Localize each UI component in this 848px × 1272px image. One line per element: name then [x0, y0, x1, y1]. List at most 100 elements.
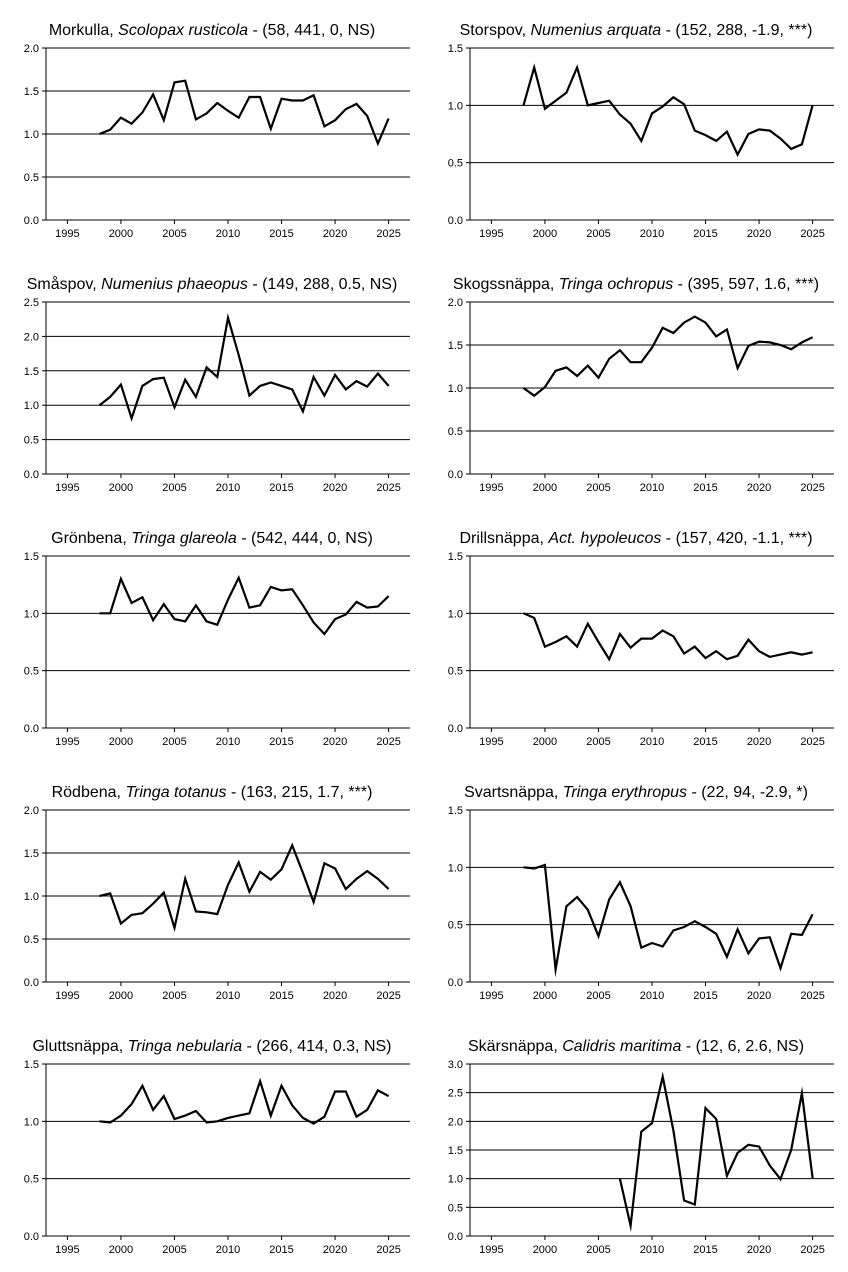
x-tick-label: 2025 [800, 1244, 824, 1256]
species-common-name: Gluttsnäppa [32, 1038, 119, 1055]
x-tick-label: 2005 [586, 228, 610, 240]
data-point [163, 377, 165, 379]
data-point [216, 1120, 218, 1122]
data-point [790, 651, 792, 653]
data-point [790, 148, 792, 150]
data-point [355, 103, 357, 105]
data-point [533, 867, 535, 869]
data-point [131, 1103, 133, 1105]
data-point [345, 108, 347, 110]
data-point [355, 878, 357, 880]
x-tick-label: 1995 [479, 990, 503, 1002]
y-tick-label: 2.0 [448, 1116, 463, 1128]
chart-title: Gluttsnäppa, Tringa nebularia - (266, 41… [32, 1038, 392, 1055]
x-tick-label: 2015 [269, 1244, 293, 1256]
y-tick-label: 2.5 [448, 1088, 463, 1100]
x-tick-label: 2000 [109, 990, 133, 1002]
data-point [640, 140, 642, 142]
data-point [544, 864, 546, 866]
y-tick-label: 0.0 [24, 977, 39, 989]
data-point [523, 387, 525, 389]
data-point [576, 375, 578, 377]
data-point [715, 335, 717, 337]
data-point [248, 607, 250, 609]
series-line [99, 574, 390, 636]
y-tick-label: 2.0 [24, 43, 39, 55]
data-point [683, 926, 685, 928]
y-tick-label: 1.5 [448, 551, 463, 563]
chart-title: Svartsnäppa, Tringa erythropus - (22, 94… [464, 784, 808, 801]
data-point [238, 1115, 240, 1117]
data-point [683, 103, 685, 105]
data-point [640, 638, 642, 640]
data-point [302, 604, 304, 606]
data-point [120, 1115, 122, 1117]
y-tick-label: 1.5 [448, 805, 463, 817]
data-point [790, 1149, 792, 1151]
data-point [131, 417, 133, 419]
y-tick-label: 1.5 [448, 43, 463, 55]
plot-area: 0.0 0.5 1.0 1.5 1995 2000 2005 2010 2015 2020 2025 [24, 551, 410, 748]
data-point [640, 361, 642, 363]
data-point [355, 601, 357, 603]
x-tick-label: 2020 [323, 990, 347, 1002]
data-point [758, 341, 760, 343]
data-point [576, 66, 578, 68]
data-point [227, 110, 229, 112]
x-tick-label: 2010 [216, 990, 240, 1002]
x-tick-label: 2015 [693, 228, 717, 240]
x-tick-label: 2000 [533, 228, 557, 240]
y-tick-label: 1.0 [24, 608, 39, 620]
data-point [238, 354, 240, 356]
data-point [259, 385, 261, 387]
data-point [216, 913, 218, 915]
data-point [163, 892, 165, 894]
y-tick-label: 1.0 [448, 383, 463, 395]
y-tick-label: 1.5 [24, 1059, 39, 1071]
data-point [334, 374, 336, 376]
data-point [270, 586, 272, 588]
data-point [109, 129, 111, 131]
x-tick-label: 2000 [533, 482, 557, 494]
data-point [131, 602, 133, 604]
data-point [651, 1122, 653, 1124]
data-point [281, 589, 283, 591]
data-point [195, 604, 197, 606]
data-point [366, 870, 368, 872]
plot-area: 0.0 0.5 1.0 1.5 1995 2000 2005 2010 2015 2020 2025 [448, 805, 834, 1002]
data-point [388, 118, 390, 120]
data-point [227, 317, 229, 319]
data-point [747, 639, 749, 641]
x-tick-label: 2010 [640, 228, 664, 240]
data-point [377, 878, 379, 880]
data-point [173, 406, 175, 408]
x-tick-label: 2025 [800, 228, 824, 240]
data-point [323, 125, 325, 127]
data-point [313, 376, 315, 378]
x-tick-label: 2025 [800, 736, 824, 748]
trend-stats: (22, 94, -2.9, *) [701, 784, 808, 801]
data-point [619, 633, 621, 635]
data-point [662, 327, 664, 329]
y-tick-label: 0.0 [448, 1231, 463, 1243]
y-tick-label: 0.5 [24, 666, 39, 678]
data-point [313, 622, 315, 624]
data-point [355, 380, 357, 382]
x-tick-label: 2020 [747, 736, 771, 748]
data-point [715, 140, 717, 142]
data-point [366, 1109, 368, 1111]
data-point [259, 96, 261, 98]
x-tick-label: 2005 [162, 228, 186, 240]
plot-area: 0.0 0.5 1.0 1.5 2.0 1995 2000 2005 2010 2015 2020 2… [24, 805, 410, 1002]
data-point [737, 154, 739, 156]
chart-panel: Grönbena, Tringa glareola - (542, 444, 0… [0, 508, 424, 762]
x-tick-label: 2005 [586, 1244, 610, 1256]
data-point [544, 108, 546, 110]
x-tick-label: 2005 [162, 1244, 186, 1256]
x-tick-label: 2025 [376, 1244, 400, 1256]
x-tick-label: 2000 [109, 736, 133, 748]
species-scientific-name: Numenius arquata [530, 22, 662, 39]
series-line [523, 863, 814, 978]
x-tick-label: 2010 [216, 1244, 240, 1256]
data-point [173, 1118, 175, 1120]
